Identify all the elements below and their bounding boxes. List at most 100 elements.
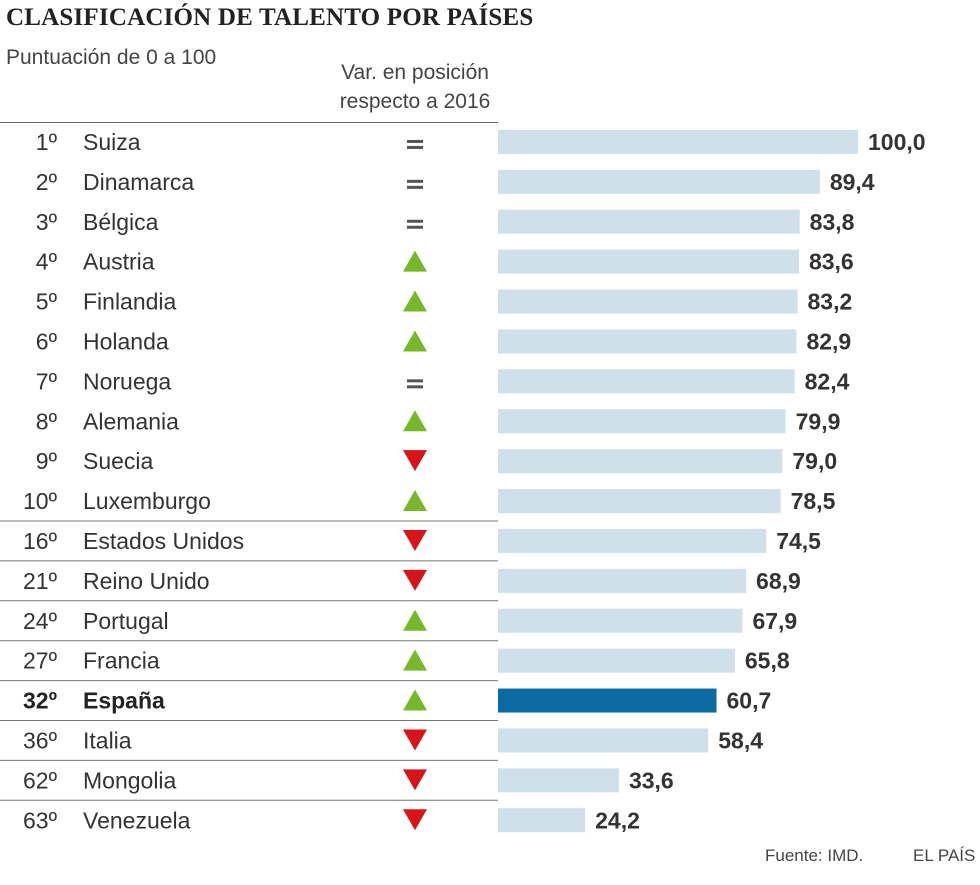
country-label: Dinamarca [83,169,194,195]
rank-label: 63º [23,807,58,833]
up-arrow-icon [403,410,427,432]
variation-header: Var. en posición respecto a 2016 [300,58,530,116]
value-label: 67,9 [752,608,797,634]
down-arrow-icon [403,729,427,751]
country-label: Luxemburgo [83,488,211,514]
value-label: 65,8 [745,648,790,674]
value-label: 79,9 [796,408,841,434]
rank-label: 16º [23,528,58,554]
rank-label: 7º [36,368,58,394]
bar [498,728,709,753]
value-label: 24,2 [595,807,640,833]
country-label: Bélgica [83,209,159,235]
down-arrow-icon [403,529,427,551]
variation-header-line1: Var. en posición [341,61,489,84]
value-label: 100,0 [868,129,926,155]
value-label: 60,7 [727,688,772,714]
rank-label: 3º [36,209,58,235]
bar [498,528,767,553]
equal-sign-icon [407,139,423,143]
rank-label: 32º [23,688,57,714]
country-label: Suecia [83,448,154,474]
bar [498,808,586,833]
value-label: 82,9 [806,328,851,354]
up-arrow-icon [403,290,427,312]
equal-sign-icon [407,385,423,389]
country-label: Venezuela [83,807,191,833]
rank-label: 36º [23,727,58,753]
equal-sign-icon [407,145,423,149]
chart-title: CLASIFICACIÓN DE TALENTO POR PAÍSES [6,4,534,31]
header-rule [0,122,498,123]
bar [498,369,795,394]
country-label: Portugal [83,608,169,634]
rank-label: 4º [36,249,58,275]
value-label: 83,6 [809,249,854,275]
equal-sign-icon [407,179,423,183]
bar [498,289,798,314]
value-label: 68,9 [756,568,801,594]
bar [498,169,820,194]
equal-sign-icon [407,225,423,229]
bar [498,608,743,633]
country-label: Finlandia [83,289,177,315]
bar [498,209,800,234]
source-note: Fuente: IMD. [765,846,864,865]
rank-label: 27º [23,648,58,674]
rank-label: 62º [23,767,58,793]
bar [498,688,717,713]
bar [498,648,735,673]
variation-header-line2: respecto a 2016 [339,90,491,113]
down-arrow-icon [403,769,427,791]
country-label: Reino Unido [83,568,210,594]
rank-label: 10º [23,488,58,514]
rank-label: 1º [36,129,58,155]
value-label: 58,4 [718,727,763,753]
value-label: 83,8 [810,209,855,235]
rank-label: 2º [36,169,58,195]
equal-sign-icon [407,379,423,383]
equal-sign-icon [407,185,423,189]
bar [498,409,786,434]
country-label: Francia [83,648,160,674]
up-arrow-icon [403,250,427,272]
bar [498,768,619,793]
value-label: 83,2 [808,289,853,315]
country-label: Alemania [83,408,179,434]
bar [498,489,781,514]
country-label: Noruega [83,368,171,394]
down-arrow-icon [403,809,427,831]
chart-subtitle: Puntuación de 0 a 100 [6,46,217,69]
down-arrow-icon [403,450,427,472]
value-label: 74,5 [776,528,821,554]
rank-label: 9º [36,448,58,474]
down-arrow-icon [403,569,427,591]
bar [498,129,858,154]
bar [498,449,783,474]
up-arrow-icon [403,490,427,512]
value-label: 78,5 [791,488,836,514]
up-arrow-icon [403,330,427,352]
bar [498,329,797,354]
brand-label: EL PAÍS [913,846,976,865]
rank-label: 5º [36,289,58,315]
bar [498,568,747,593]
up-arrow-icon [403,689,427,711]
country-label: Holanda [83,328,169,354]
up-arrow-icon [403,649,427,671]
rank-label: 8º [36,408,58,434]
value-label: 33,6 [629,767,674,793]
up-arrow-icon [403,609,427,631]
country-label: Italia [83,727,132,753]
bar [498,249,799,274]
equal-sign-icon [407,219,423,223]
country-label: Mongolia [83,767,177,793]
country-label: Estados Unidos [83,528,244,554]
rank-label: 21º [23,568,58,594]
rank-label: 24º [23,608,58,634]
value-label: 89,4 [830,169,875,195]
country-label: España [83,688,165,714]
value-label: 82,4 [805,368,850,394]
country-label: Austria [83,249,155,275]
